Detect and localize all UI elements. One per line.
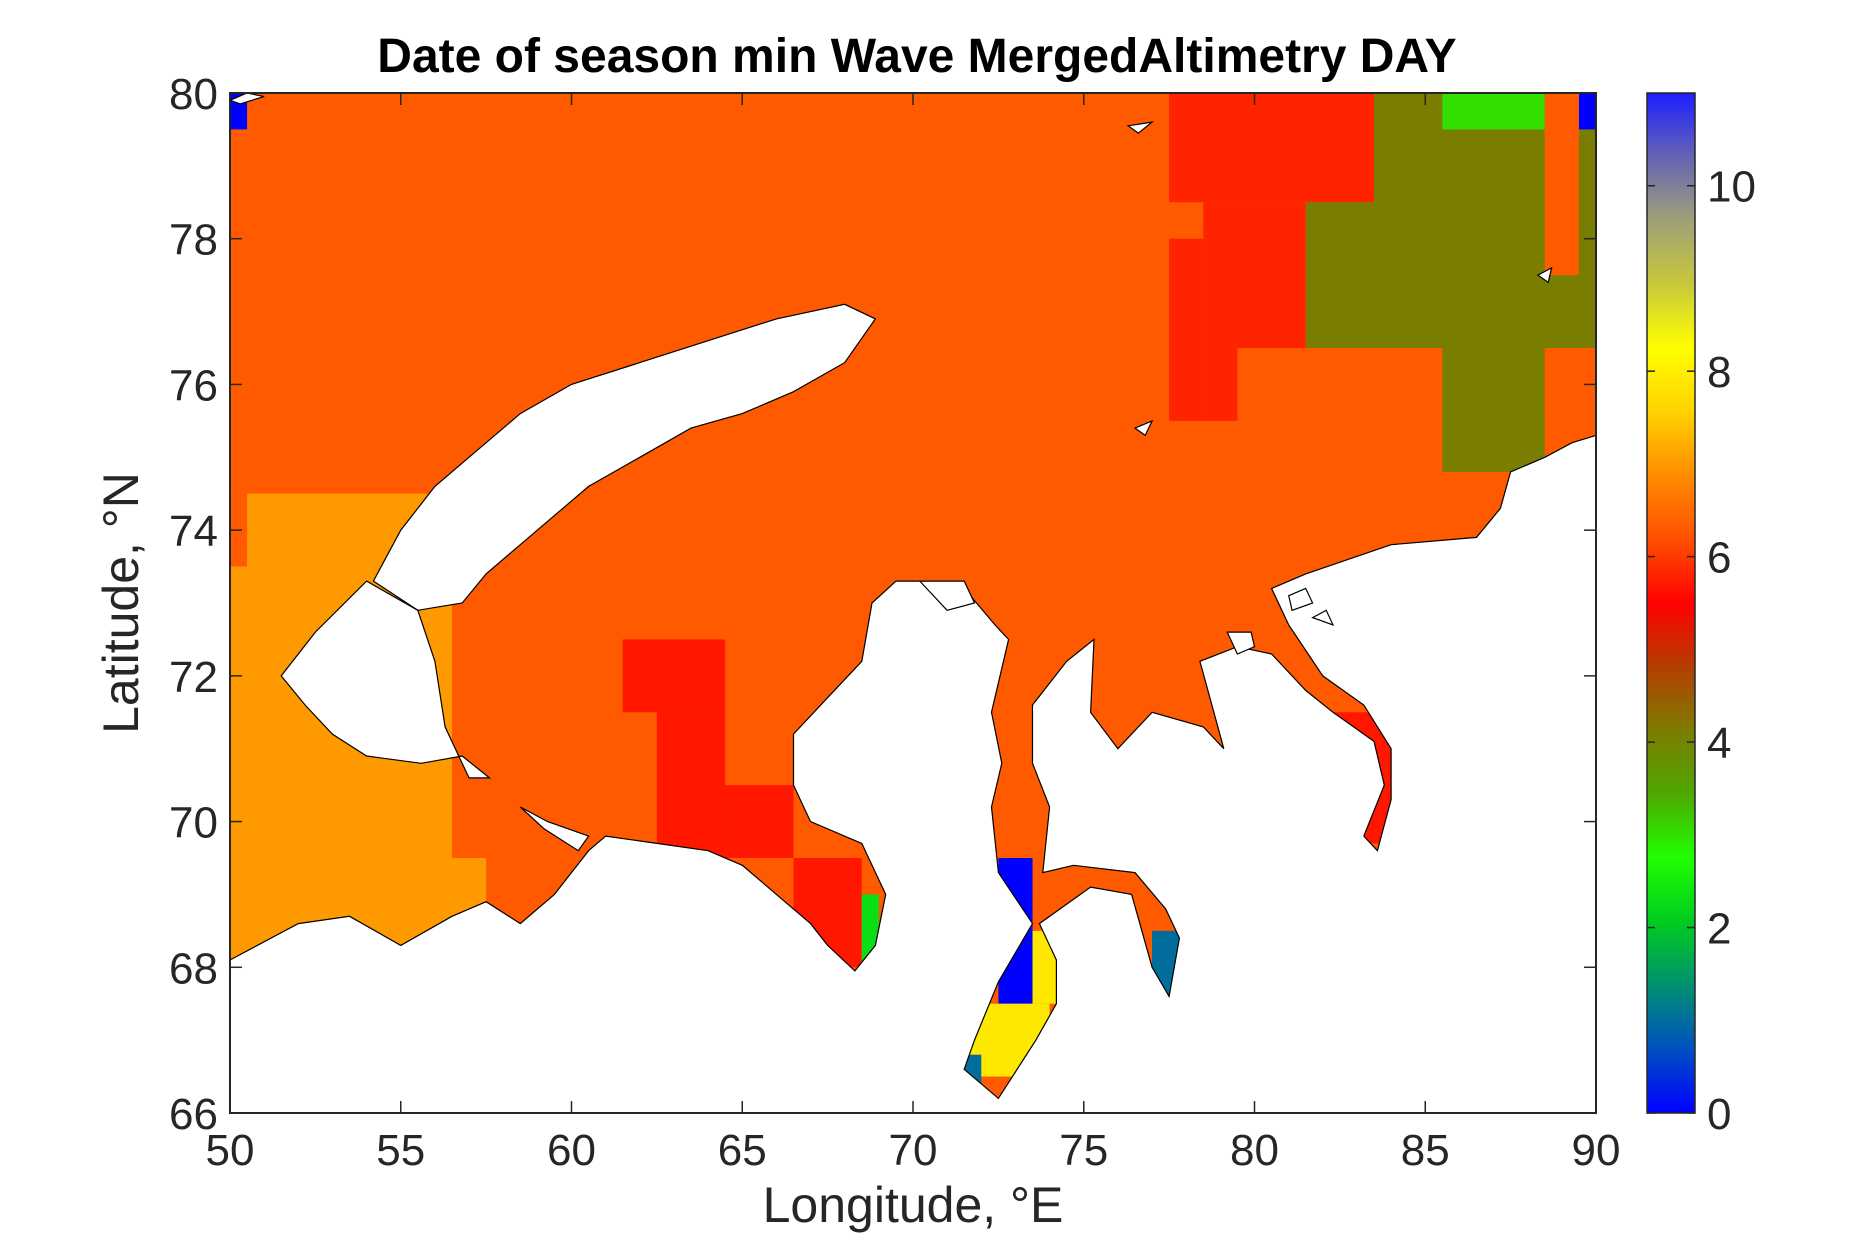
land-novaya-zemlya-north (372, 303, 877, 611)
x-tick-label: 80 (1230, 1126, 1279, 1175)
plot-area (230, 93, 1596, 1113)
x-tick-label: 60 (547, 1126, 596, 1175)
y-tick-label: 78 (169, 216, 218, 265)
heatmap-cell-16 (1442, 348, 1545, 472)
heatmap-cell-15 (1305, 202, 1375, 348)
y-tick-label: 80 (169, 70, 218, 119)
land-bely-island (918, 580, 976, 611)
x-tick-label: 75 (1059, 1126, 1108, 1175)
land-mask (230, 93, 1596, 1113)
heatmap-cell-6 (656, 712, 726, 858)
colorbar-tick-label: 2 (1707, 905, 1731, 954)
heatmap-cell-5 (622, 639, 726, 713)
y-tick-label: 76 (169, 361, 218, 410)
x-tick-label: 90 (1572, 1126, 1621, 1175)
colorbar-tick-label: 4 (1707, 719, 1731, 768)
colorbar-tick-label: 10 (1707, 163, 1756, 212)
land-vaygach-island (519, 806, 590, 852)
x-tick-label: 70 (889, 1126, 938, 1175)
heatmap-cell-7 (725, 785, 794, 858)
y-tick-label: 70 (169, 799, 218, 848)
land-novaya-zemlya-south (280, 580, 492, 779)
x-axis-ticks: 50 55 60 65 70 75 80 85 90 (206, 93, 1621, 1175)
x-axis-label: Longitude, °E (763, 1177, 1064, 1233)
colorbar-tick-label: 8 (1707, 348, 1731, 397)
heatmap-cell-10 (1169, 93, 1375, 203)
x-tick-label: 55 (376, 1126, 425, 1175)
y-tick-label: 68 (169, 944, 218, 993)
x-tick-label: 65 (718, 1126, 767, 1175)
land-islet-d (1536, 266, 1553, 284)
land-sibiryakov-island (1226, 631, 1256, 655)
heatmap-cell-19 (1544, 93, 1579, 276)
heatmap-cell-17 (1442, 93, 1545, 130)
heatmap-cell-12 (1169, 238, 1204, 421)
x-tick-label: 50 (206, 1126, 255, 1175)
y-axis-label: Latitude, °N (93, 472, 149, 734)
y-axis-ticks: 66 68 70 72 74 76 78 80 (169, 70, 1596, 1139)
heatmap-cell-13 (1203, 348, 1238, 421)
colorbar-tick-label: 0 (1707, 1090, 1731, 1139)
chart-title: Date of season min Wave MergedAltimetry … (377, 30, 1456, 83)
y-tick-label: 66 (169, 1090, 218, 1139)
land-ushakov-area-islet (1126, 121, 1155, 134)
colorbar-ticks: 0 2 4 6 8 10 (1647, 163, 1756, 1139)
y-tick-label: 74 (169, 507, 218, 556)
y-tick-label: 72 (169, 653, 218, 702)
heatmap-cell-18 (1578, 93, 1596, 130)
land-franz-josef-edge (230, 93, 265, 105)
x-tick-label: 85 (1401, 1126, 1450, 1175)
land-taymyr-islet-a (1288, 587, 1314, 612)
land-mainland-south (230, 434, 1596, 1113)
land-taymyr-islet-b (1311, 609, 1335, 626)
colorbar (1646, 92, 1696, 1114)
land-islet-c (1133, 419, 1154, 437)
heatmap-cell-11 (1203, 202, 1306, 348)
colorbar-tick-label: 6 (1707, 534, 1731, 583)
